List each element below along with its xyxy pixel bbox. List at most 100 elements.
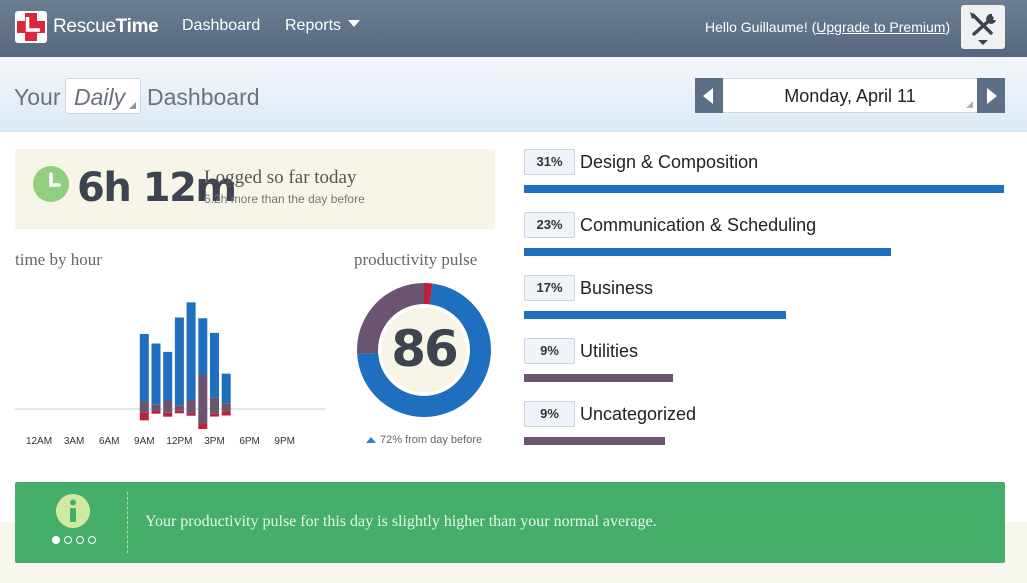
next-day-button[interactable] [977,78,1005,113]
dashboard-main: 6h 12m Logged so far today 6.2h more tha… [0,132,1027,522]
hour-bar-distracting[interactable] [151,411,161,414]
hour-tick-label: 9PM [274,436,295,447]
date-picker[interactable]: Monday, April 11 [723,78,977,113]
brand-name[interactable]: RescueTime [53,16,159,37]
hour-bar-productive[interactable] [186,302,196,400]
hour-bar-productive[interactable] [198,318,208,375]
pagination-dot[interactable] [88,536,96,544]
hour-tick-label: 3AM [64,436,85,447]
hour-bar-productive[interactable] [221,373,231,404]
hour-bar-neutral[interactable] [186,399,196,414]
hour-bar-distracting[interactable] [198,423,208,429]
hour-bar-neutral[interactable] [139,401,149,413]
hour-bar-neutral[interactable] [221,403,231,412]
tools-icon [970,12,996,45]
pulse-slice-neutral[interactable] [357,283,424,355]
hour-bar-neutral[interactable] [198,374,208,424]
productivity-pulse-score: 86 [391,320,459,378]
hour-bar-productive[interactable] [174,317,184,406]
tools-menu-button[interactable] [961,5,1005,49]
nav-reports-menu[interactable]: Reports [285,17,361,35]
category-bar [524,374,673,382]
select-corner-icon [129,102,136,109]
category-row[interactable]: 9% Uncategorized [524,401,1004,451]
hour-bar-productive[interactable] [151,343,161,405]
productivity-pulse-chart[interactable] [354,280,494,420]
category-name: Design & Composition [580,152,759,172]
productivity-pulse-title: productivity pulse [354,250,478,269]
category-row[interactable]: 23% Communication & Scheduling [524,212,1004,262]
category-bar [524,248,891,256]
hour-bar-distracting[interactable] [186,413,196,416]
dashboard-header: Your Daily Dashboard Monday, April 11 [0,57,1027,132]
hour-bar-neutral[interactable] [151,404,161,412]
date-picker-value: Monday, April 11 [784,86,916,106]
hour-bar-distracting[interactable] [139,412,149,421]
pulse-slice-very-productive[interactable] [357,283,491,417]
category-row[interactable]: 9% Utilities [524,338,1004,388]
category-name: Communication & Scheduling [580,215,817,235]
period-select-value: Daily [74,84,126,110]
arrow-up-icon [366,437,376,443]
upgrade-premium-link[interactable]: Upgrade to Premium [816,19,946,35]
category-percent-badge: 9% [524,338,575,364]
header-your-label: Your [14,84,61,110]
hour-bar-distracting[interactable] [210,413,219,417]
category-name: Business [580,278,654,298]
top-nav-bar: RescueTime Dashboard Reports Hello Guill… [0,0,1027,57]
pagination-dot[interactable] [64,536,72,544]
hour-tick-label: 12PM [166,436,192,447]
pulse-change-note: 72% from day before [366,434,482,446]
hour-bar-neutral[interactable] [210,397,219,414]
previous-day-button[interactable] [695,78,723,113]
hour-tick-label: 9AM [134,436,155,447]
pulse-slice-very-distracting[interactable] [424,283,433,305]
chevron-down-icon [348,20,361,27]
hour-bar-distracting[interactable] [174,410,184,414]
category-row[interactable]: 17% Business [524,275,1004,325]
select-corner-icon [966,101,973,108]
pagination-dot[interactable] [76,536,84,544]
nav-reports-label: Reports [285,17,342,34]
category-percent-badge: 31% [524,149,575,175]
hour-bar-productive[interactable] [210,332,219,398]
category-name: Uncategorized [580,404,697,424]
greeting-paren: ) [945,19,951,35]
hour-tick-label: 6AM [99,436,120,447]
user-greeting: Hello Guillaume! (Upgrade to Premium) [705,19,950,35]
hour-tick-label: 12AM [26,436,52,447]
logged-time-summary: 6h 12m Logged so far today 6.2h more tha… [15,149,495,229]
category-percent-badge: 23% [524,212,575,238]
logged-time-value: 6h 12m [77,165,237,211]
logged-time-label: Logged so far today [204,167,357,188]
time-by-hour-chart[interactable]: 12AM 3AM 6AM 9AM 12PM 3PM 6PM 9PM [15,262,325,452]
hour-bar-productive[interactable] [139,333,149,402]
nav-dashboard-link[interactable]: Dashboard [182,17,261,34]
category-name: Utilities [580,341,639,361]
hour-bar-distracting[interactable] [221,411,231,416]
hour-tick-label: 3PM [204,436,225,447]
arrow-left-icon [703,88,713,104]
category-percent-badge: 9% [524,401,575,427]
period-select[interactable]: Daily [65,78,141,114]
insight-banner: Your productivity pulse for this day is … [15,482,1005,563]
category-row[interactable]: 31% Design & Composition [524,149,1004,199]
header-dashboard-label: Dashboard [147,84,260,110]
info-icon [56,494,90,528]
hour-bar-neutral[interactable] [163,400,173,413]
hour-bar-neutral[interactable] [174,405,184,411]
hour-tick-label: 6PM [239,436,260,447]
pulse-center [378,304,470,396]
category-percent-badge: 17% [524,275,575,301]
hour-bar-productive[interactable] [163,351,173,401]
time-by-hour-title: time by hour [15,250,102,269]
pagination-dot[interactable] [52,536,60,544]
hour-bar-distracting[interactable] [163,412,173,417]
category-bar [524,185,1004,193]
insight-text: Your productivity pulse for this day is … [145,513,657,530]
greeting-text: Hello Guillaume! ( [705,19,817,35]
category-bar [524,311,786,319]
rescuetime-logo-icon[interactable] [14,10,48,44]
banner-divider [127,492,128,553]
banner-pagination [52,536,102,548]
